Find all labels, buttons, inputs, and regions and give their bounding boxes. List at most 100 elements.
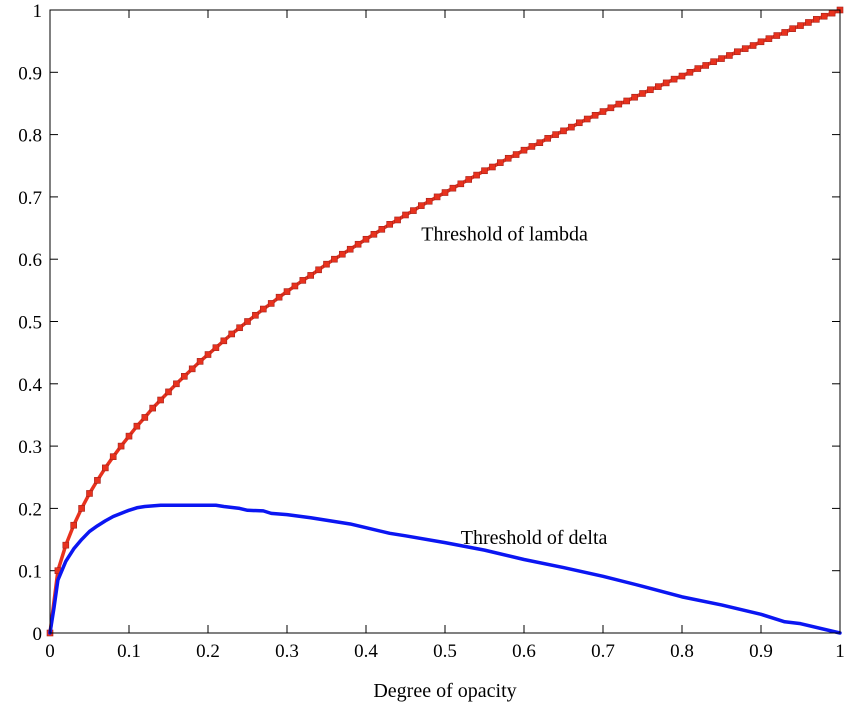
x-tick-label: 0.2 bbox=[196, 641, 220, 662]
series-1-point bbox=[711, 59, 717, 65]
x-tick-label: 0.4 bbox=[354, 641, 378, 662]
series-1-point bbox=[679, 73, 685, 79]
series-1-point bbox=[489, 164, 495, 170]
x-tick-label: 0.7 bbox=[591, 641, 615, 662]
series-1-point bbox=[758, 39, 764, 45]
series-1-point bbox=[181, 373, 187, 379]
series-line-2 bbox=[50, 505, 840, 633]
series-1-point bbox=[513, 152, 519, 158]
ticks-layer bbox=[50, 10, 840, 633]
series-1-point bbox=[482, 168, 488, 174]
y-tick-label: 0.4 bbox=[18, 375, 42, 396]
series-1-point bbox=[245, 319, 251, 325]
y-tick-label: 0.1 bbox=[18, 562, 42, 583]
series-1-point bbox=[537, 140, 543, 146]
series-1-point bbox=[134, 423, 140, 429]
series-1-point bbox=[150, 405, 156, 411]
series-1-point bbox=[805, 19, 811, 25]
series-1-point bbox=[624, 98, 630, 104]
series-1-point bbox=[703, 62, 709, 68]
series-1-point bbox=[655, 84, 661, 90]
series-1-point bbox=[821, 13, 827, 19]
series-1-point bbox=[110, 454, 116, 460]
series-1-point bbox=[316, 267, 322, 273]
series-1-point bbox=[166, 389, 172, 395]
x-tick-label: 0.6 bbox=[512, 641, 536, 662]
series-1-point bbox=[450, 185, 456, 191]
series-1-point bbox=[529, 143, 535, 149]
series-1-point bbox=[813, 16, 819, 22]
series-1-point bbox=[719, 56, 725, 62]
series-1-point bbox=[829, 10, 835, 16]
series-1-point bbox=[126, 433, 132, 439]
y-tick-label: 0.2 bbox=[18, 499, 42, 520]
series-1-point bbox=[300, 277, 306, 283]
series-1-point bbox=[142, 414, 148, 420]
series-1-point bbox=[521, 147, 527, 153]
series-1-point bbox=[647, 87, 653, 93]
series-1-point bbox=[600, 109, 606, 115]
series-1-point bbox=[63, 542, 69, 548]
series-1-point bbox=[774, 33, 780, 39]
series-1-point bbox=[237, 325, 243, 331]
series-1-point bbox=[671, 76, 677, 82]
series-1-point bbox=[568, 124, 574, 130]
x-tick-label: 0.9 bbox=[749, 641, 773, 662]
x-tick-label: 0 bbox=[45, 641, 55, 662]
series-1-point bbox=[363, 236, 369, 242]
series-layer bbox=[47, 7, 843, 636]
series-1-point bbox=[268, 300, 274, 306]
y-tick-label: 0.8 bbox=[18, 126, 42, 147]
y-tick-label: 0.6 bbox=[18, 250, 42, 271]
series-1-point bbox=[189, 366, 195, 372]
series-1-point bbox=[592, 112, 598, 118]
series-1-point bbox=[229, 331, 235, 337]
series-1-point bbox=[726, 52, 732, 58]
series-1-point bbox=[79, 505, 85, 511]
series-1-point bbox=[118, 443, 124, 449]
series-1-point bbox=[158, 397, 164, 403]
series-1-point bbox=[71, 522, 77, 528]
series-1-point bbox=[632, 94, 638, 100]
series-1-point bbox=[213, 345, 219, 351]
y-tick-label: 0.9 bbox=[18, 63, 42, 84]
series-1-point bbox=[324, 261, 330, 267]
series-1-point bbox=[418, 203, 424, 209]
series-1-point bbox=[292, 283, 298, 289]
series-1-point bbox=[371, 231, 377, 237]
series-1-point bbox=[458, 181, 464, 187]
series-1-point bbox=[379, 226, 385, 232]
x-tick-label: 1 bbox=[835, 641, 844, 662]
series-1-point bbox=[766, 36, 772, 42]
series-1-point bbox=[584, 116, 590, 122]
series-1-point bbox=[284, 289, 290, 295]
series-1-point bbox=[695, 66, 701, 72]
series-1-point bbox=[561, 128, 567, 134]
series-1-point bbox=[387, 221, 393, 227]
annotation-label: Threshold of lambda bbox=[421, 224, 588, 246]
x-tick-label: 0.5 bbox=[433, 641, 457, 662]
series-1-point bbox=[94, 477, 100, 483]
series-1-point bbox=[260, 306, 266, 312]
annotation-label: Threshold of delta bbox=[461, 527, 608, 549]
series-1-point bbox=[742, 46, 748, 52]
series-1-point bbox=[474, 172, 480, 178]
x-tick-label: 0.3 bbox=[275, 641, 299, 662]
series-1-point bbox=[197, 358, 203, 364]
series-1-point bbox=[173, 381, 179, 387]
series-1-point bbox=[395, 217, 401, 223]
series-1-point bbox=[403, 212, 409, 218]
series-1-point bbox=[102, 465, 108, 471]
y-tick-label: 1 bbox=[33, 1, 43, 22]
series-1-point bbox=[434, 194, 440, 200]
series-1-point bbox=[790, 26, 796, 32]
x-tick-label: 0.1 bbox=[117, 641, 141, 662]
labels-layer: 0 0.1 0.2 0.3 0.4 0.5 0.6 0.7 0.8 0.9 1 0 0.1 0.2 0.3 0… bbox=[18, 1, 844, 662]
series-1-point bbox=[205, 352, 211, 358]
series-1-point bbox=[750, 43, 756, 49]
series-1-point bbox=[505, 155, 511, 161]
series-1-point bbox=[276, 294, 282, 300]
series-1-point bbox=[308, 272, 314, 278]
series-1-point bbox=[663, 80, 669, 86]
